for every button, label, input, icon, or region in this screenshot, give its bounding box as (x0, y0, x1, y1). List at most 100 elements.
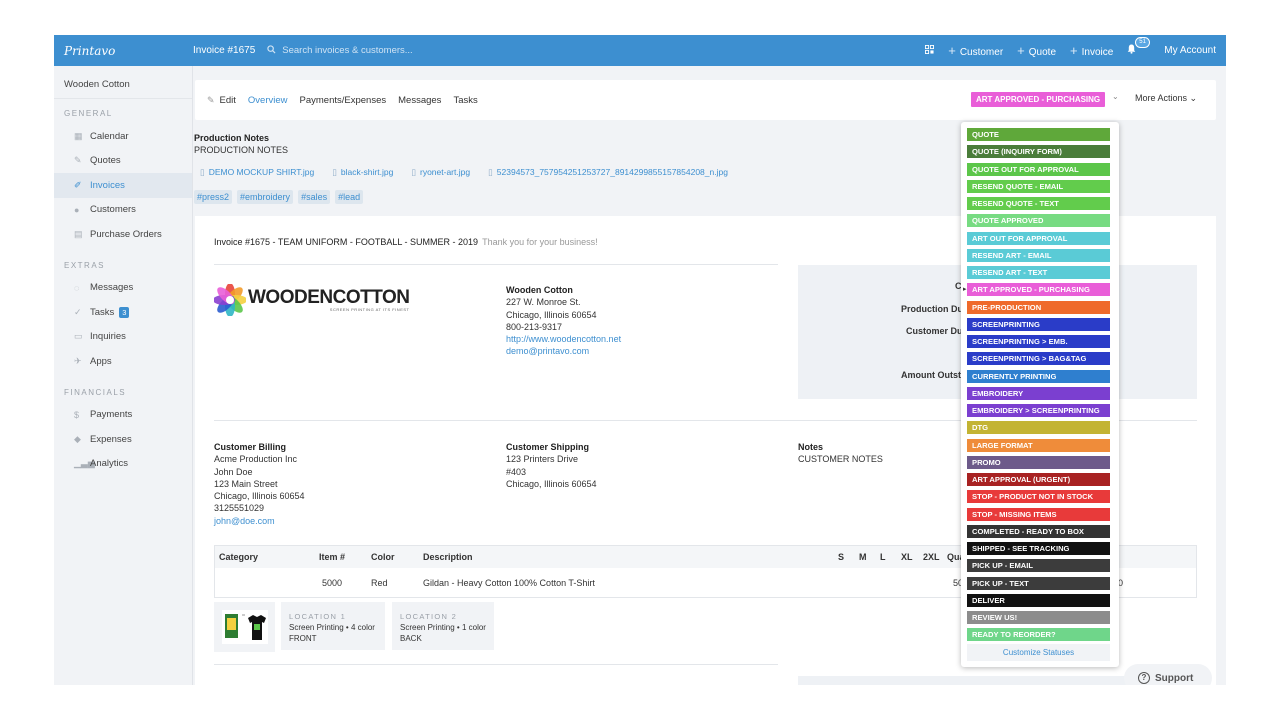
scan-icon[interactable] (925, 44, 935, 57)
chevron-down-icon[interactable]: ⌄ (1112, 92, 1119, 101)
status-select-button[interactable]: ART APPROVED - PURCHASING (971, 92, 1106, 107)
tag-chip[interactable]: #sales (298, 190, 331, 204)
cell-description: Gildan - Heavy Cotton 100% Cotton T-Shir… (423, 577, 595, 588)
invoice-tab-bar: ✎ Edit Overview Payments/Expenses Message… (195, 80, 1216, 120)
logo-tagline: SCREEN PRINTING AT ITS FINEST (329, 306, 410, 312)
status-option[interactable]: RESEND QUOTE - TEXT (967, 197, 1110, 210)
sidebar-item-label: Expenses (90, 433, 132, 445)
new-customer-button[interactable]: + Customer (948, 43, 1003, 58)
sidebar-item-analytics[interactable]: ▁▃▅ Analytics (54, 452, 192, 477)
summary-box-footer (798, 676, 1197, 685)
status-option[interactable]: EMBROIDERY > SCREENPRINTING (967, 404, 1110, 417)
tab-messages[interactable]: Messages (398, 94, 442, 106)
location-title: LOCATION 2 (400, 612, 458, 621)
status-option[interactable]: ART OUT FOR APPROVAL (967, 231, 1110, 245)
mockup-thumbnail[interactable] (214, 602, 275, 652)
more-actions-label: More Actions (1135, 93, 1188, 103)
summary-label-production-due: Production Du (901, 304, 963, 314)
status-option[interactable]: SCREENPRINTING > EMB. (967, 335, 1110, 348)
sidebar-item-invoices[interactable]: ✐ Invoices (54, 173, 192, 198)
new-invoice-button[interactable]: + Invoice (1070, 43, 1113, 58)
status-option[interactable]: READY TO REORDER? (967, 628, 1110, 642)
wooden-cotton-flower-icon (214, 284, 246, 316)
status-option[interactable]: LARGE FORMAT (967, 438, 1110, 452)
my-account-link[interactable]: My Account (1164, 45, 1216, 56)
status-option[interactable]: CURRENTLY PRINTING (967, 369, 1110, 383)
summary-label-c: C (955, 281, 962, 291)
status-option[interactable]: SCREENPRINTING > BAG&TAG (967, 352, 1110, 366)
status-option[interactable]: DELIVER (967, 593, 1110, 607)
status-option[interactable]: REVIEW US! (967, 611, 1110, 624)
table-header-row: Category Item # Color Description S M L … (215, 546, 1196, 568)
location-1-card[interactable]: LOCATION 1 Screen Printing • 4 color FRO… (281, 602, 385, 650)
location-2-card[interactable]: LOCATION 2 Screen Printing • 1 color BAC… (392, 602, 494, 650)
sidebar-item-messages[interactable]: ◌ Messages (54, 276, 192, 301)
file-link[interactable]: ▯ black-shirt.jpg (332, 167, 393, 178)
status-option[interactable]: QUOTE OUT FOR APPROVAL (967, 162, 1110, 176)
tag-chip[interactable]: #lead (335, 190, 364, 204)
sidebar-item-purchase-orders[interactable]: ▤ Purchase Orders (54, 222, 192, 247)
status-option[interactable]: RESEND ART - EMAIL (967, 248, 1110, 262)
status-option[interactable]: ART APPROVED - PURCHASING (967, 283, 1110, 297)
sidebar-item-customers[interactable]: ● Customers (54, 198, 192, 223)
tag-chip[interactable]: #embroidery (237, 190, 294, 204)
new-quote-button[interactable]: + Quote (1017, 43, 1056, 58)
sidebar-item-inquiries[interactable]: ▭ Inquiries (54, 325, 192, 350)
file-link[interactable]: ▯ 52394573_757954251253727_89142998551578… (488, 167, 728, 178)
tab-edit[interactable]: ✎ Edit (207, 95, 236, 106)
status-option[interactable]: COMPLETED - READY TO BOX (967, 524, 1110, 538)
status-option[interactable]: PICK UP - EMAIL (967, 559, 1110, 573)
sidebar-item-label: Inquiries (90, 331, 126, 343)
tag-chip[interactable]: #press2 (194, 190, 233, 204)
file-icon: ▯ (332, 167, 337, 177)
status-option[interactable]: PRE-PRODUCTION (967, 300, 1110, 314)
person-icon: ● (74, 204, 80, 215)
col-quantity: Qua (947, 552, 965, 562)
customize-statuses-link[interactable]: Customize Statuses (967, 644, 1110, 661)
attached-files: ▯ DEMO MOCKUP SHIRT.jpg ▯ black-shirt.jpg … (200, 167, 728, 178)
file-link[interactable]: ▯ DEMO MOCKUP SHIRT.jpg (200, 167, 314, 178)
status-option[interactable]: PROMO (967, 455, 1110, 469)
customer-billing: Customer Billing Acme Production Inc Joh… (214, 441, 305, 527)
status-option[interactable]: STOP - MISSING ITEMS (967, 507, 1110, 521)
tab-payments-expenses[interactable]: Payments/Expenses (299, 94, 387, 106)
tab-tasks[interactable]: Tasks (453, 94, 478, 106)
search-box[interactable]: Search invoices & customers... (267, 44, 413, 57)
more-actions-button[interactable]: More Actions ⌄ (1135, 93, 1197, 104)
status-option[interactable]: QUOTE APPROVED (967, 214, 1110, 228)
divider (214, 264, 778, 265)
invoice-heading: Invoice #1675 - TEAM UNIFORM - FOOTBALL … (214, 237, 598, 247)
tab-overview[interactable]: Overview (247, 94, 288, 106)
company-email-link[interactable]: demo@printavo.com (506, 346, 590, 357)
status-option[interactable]: QUOTE (INQUIRY FORM) (967, 145, 1110, 159)
status-option[interactable]: ART APPROVAL (URGENT) (967, 473, 1110, 486)
invoice-heading-text: Invoice #1675 - TEAM UNIFORM - FOOTBALL … (214, 237, 479, 247)
status-option[interactable]: STOP - PRODUCT NOT IN STOCK (967, 490, 1110, 504)
support-button[interactable]: ? Support (1124, 664, 1212, 685)
status-option[interactable]: SHIPPED - SEE TRACKING (967, 542, 1110, 555)
sidebar-item-payments[interactable]: $ Payments (54, 403, 192, 428)
sidebar-item-expenses[interactable]: ◆ Expenses (54, 427, 192, 452)
col-description: Description (423, 552, 473, 562)
status-option[interactable]: EMBROIDERY (967, 386, 1110, 400)
status-option[interactable]: SCREENPRINTING (967, 317, 1110, 331)
status-option[interactable]: RESEND ART - TEXT (967, 266, 1110, 279)
app-logo[interactable]: Printavo (64, 43, 116, 58)
notifications-button[interactable]: 51 (1127, 37, 1150, 57)
status-option[interactable]: RESEND QUOTE - EMAIL (967, 179, 1110, 193)
search-input[interactable]: Search invoices & customers... (282, 45, 413, 56)
sidebar-item-quotes[interactable]: ✎ Quotes (54, 149, 192, 174)
status-option[interactable]: PICK UP - TEXT (967, 576, 1110, 590)
file-name: black-shirt.jpg (340, 167, 394, 177)
file-link[interactable]: ▯ ryonet-art.jpg (411, 167, 470, 178)
company-phone: 800-213-9317 (506, 321, 563, 332)
sidebar-item-tasks[interactable]: ✓ Tasks 3 (54, 300, 192, 325)
billing-email-link[interactable]: john@doe.com (214, 515, 275, 526)
company-website-link[interactable]: http://www.woodencotton.net (506, 334, 622, 345)
status-option[interactable]: QUOTE (967, 128, 1110, 141)
sidebar-section-general: GENERAL (64, 109, 113, 118)
tab-edit-label: Edit (219, 94, 236, 106)
sidebar-item-calendar[interactable]: ▦ Calendar (54, 124, 192, 149)
sidebar-item-apps[interactable]: ✈ Apps (54, 349, 192, 374)
status-option[interactable]: DTG (967, 421, 1110, 435)
